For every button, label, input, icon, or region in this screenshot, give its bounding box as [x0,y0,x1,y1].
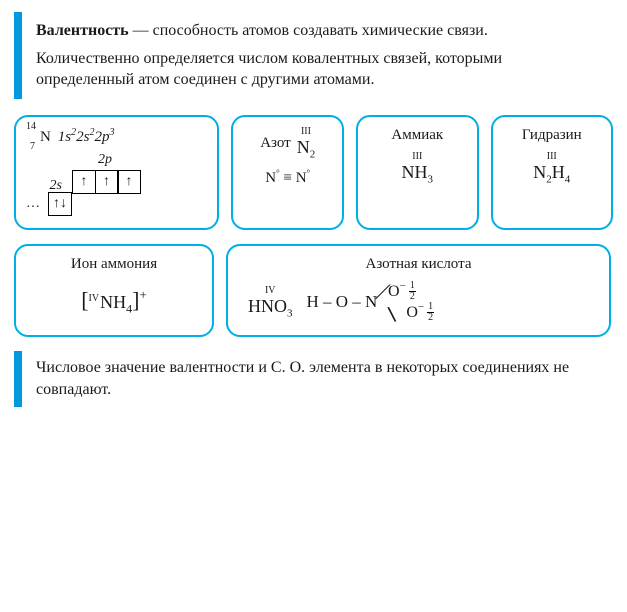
term-valence: Валентность [36,22,129,39]
card-nitric-acid: Азотная кислота IV HNO3 H – O – N ⁄ O − [226,244,611,337]
definition-text: — способность атомов создавать химически… [129,22,488,39]
roman-III: III [402,152,434,162]
fraction-half: 1 2 [427,302,434,323]
orbital-row-top: 2s ↑ ↑ ↑ [26,170,207,194]
orb-box: ↑ [72,170,96,194]
atom-O: O [388,284,400,300]
formula-NH4: IVNH4 [89,292,133,312]
footer-text: Числовое значение валентности и С. О. эл… [36,357,603,400]
atom-N-right: N [296,170,307,186]
formula-NH3: III NH3 [402,152,434,186]
degree-mark: ° [307,168,311,178]
orbital-row-bottom: … ↑↓ [26,192,207,216]
formula-text: HNO3 [248,296,293,316]
isotope-symbol: 14 7 N [26,129,48,146]
boxes-2s: ↑↓ [48,192,72,216]
card-ammonia: Аммиак III NH3 [356,115,478,231]
fraction-half: 1 2 [409,281,416,302]
isotope-line: 14 7 N 1s22s22p3 [26,127,207,146]
cards-row-1: 14 7 N 1s22s22p3 2p 2s ↑ ↑ ↑ … [14,115,613,231]
ammonium-bracket: [IVNH4]+ [26,287,202,316]
bracket-open: [ [81,288,88,313]
atom-N-left: N [265,170,276,186]
element-N: N [40,129,51,146]
card-hydrazine: Гидразин III N2H4 [491,115,613,231]
card-ammonium-ion: Ион аммония [IVNH4]+ [14,244,214,337]
triple-bond: ≡ [283,170,291,186]
branch-top: ⁄ O − 1 2 [381,281,434,302]
roman-IV: IV [89,293,100,304]
roman-IV: IV [248,285,293,296]
definition-line-1: Валентность — способность атомов создава… [36,20,603,42]
triple-bond-line: N° ≡ N° [243,168,332,187]
formula-text: NH3 [402,162,434,182]
mass-number: 14 [26,121,36,132]
ellipsis: … [26,196,48,212]
charge-plus: + [139,287,146,302]
arrow-up-icon: ⁄ [381,285,386,298]
degree-mark: ° [276,168,280,178]
boxes-2p: ↑ ↑ ↑ [72,170,141,194]
label-2p: 2p [98,152,207,168]
roman-III: III [297,127,316,137]
orb-box: ↑↓ [48,192,72,216]
roman-III: III [533,152,570,162]
formula-N2: III N2 [297,127,316,161]
card-title-nitric: Азотная кислота [238,256,599,273]
structural-formula: H – O – N ⁄ O − 1 2 [307,281,435,323]
card-title-ammonium: Ион аммония [26,256,202,273]
acid-structures: IV HNO3 H – O – N ⁄ O − 1 [238,281,599,323]
atom-O: O [406,305,418,321]
definition-line-2: Количественно определяется числом ковале… [36,48,603,91]
orbital-diagram: 2p 2s ↑ ↑ ↑ … ↑↓ [26,152,207,217]
page: Валентность — способность атомов создава… [0,0,627,417]
orb-box: ↑ [95,170,119,194]
atomic-number: 7 [30,141,35,152]
orb-box: ↑ [117,170,141,194]
formula-text: N2 [297,137,316,157]
arrow-down-icon: ﹨ [377,306,408,319]
oxygen-branch: ⁄ O − 1 2 ﹨ O [381,281,434,323]
cards-row-2: Ион аммония [IVNH4]+ Азотная кислота IV … [14,244,613,337]
card-title-hydrazine: Гидразин [503,127,601,144]
electron-config: 1s22s22p3 [58,129,115,145]
definition-block: Валентность — способность атомов создава… [14,12,613,99]
minus-sign: − [418,302,424,313]
formula-HNO3: IV HNO3 [248,285,293,320]
footer-block: Числовое значение валентности и С. О. эл… [14,351,613,406]
card-nitrogen-config: 14 7 N 1s22s22p3 2p 2s ↑ ↑ ↑ … [14,115,219,231]
formula-text: N2H4 [533,162,570,182]
bond-chain: H – O – N [307,292,378,312]
card-nitrogen-molecule: Азот III N2 N° ≡ N° [231,115,344,231]
branch-bottom: ﹨ O − 1 2 [381,302,434,323]
card-title-azot: Азот [260,135,291,152]
formula-N2H4: III N2H4 [533,152,570,186]
card-title-ammonia: Аммиак [368,127,466,144]
minus-sign: − [400,281,406,292]
